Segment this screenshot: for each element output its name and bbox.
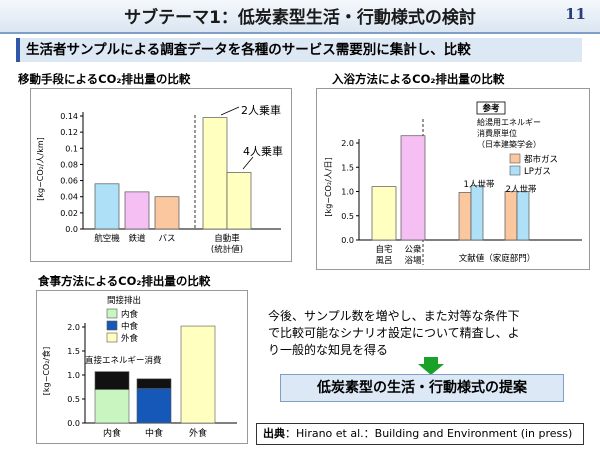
citation: 出典：Hirano et al.：Building and Environmen…: [256, 423, 584, 445]
x-tick-label: 自動車: [214, 233, 240, 244]
y-tick-label: 1.5: [67, 347, 80, 356]
annotation-line: [242, 156, 254, 170]
body-text-line: 今後、サンプル数を増やし、また対等な条件下: [268, 309, 520, 323]
bathing-chart-panel: 0.0 0.5 1.0 1.5 2.0 [kg−CO₂/人/日] 自宅 風呂 公衆 浴場 文献値（家…: [316, 88, 590, 270]
y-tick-label: 1.0: [67, 371, 80, 380]
y-axis-label: [kg−CO₂/人/日]: [324, 157, 333, 216]
down-arrow-icon: [418, 357, 444, 375]
title-bar: [0, 0, 600, 34]
y-tick-label: 0.1: [65, 144, 78, 153]
x-tick-label: 公衆: [404, 244, 422, 255]
x-tick-label: 自宅: [375, 244, 392, 255]
bar-1: [371, 186, 397, 241]
bathing-chart-title: 入浴方法によるCO₂排出量の比較: [332, 72, 505, 86]
transport-chart-panel: 0.0 0.02 0.04 0.06 0.08 0.1 0.12 0.14 [kg−CO₂/人/…: [30, 88, 292, 262]
legend-swatch: [106, 308, 118, 319]
reference-text: 給湯用エネルギー: [477, 117, 541, 127]
bar-4: [202, 117, 228, 230]
y-axis-label: [kg−CO₂/人/km]: [36, 137, 45, 201]
y-tick-label: 0.12: [60, 128, 78, 137]
legend-label: 外食: [121, 333, 139, 344]
y-tick-label: 1.0: [341, 188, 354, 197]
y-tick-label: 1.5: [341, 163, 354, 172]
legend-swatch: [509, 153, 521, 164]
bar-1: [94, 183, 120, 230]
proposal-box: 低炭素型の生活・行動様式の提案: [280, 374, 564, 402]
transport-chart: 0.0 0.02 0.04 0.06 0.08 0.1 0.12 0.14 [kg−CO₂/人/…: [36, 103, 283, 255]
bar-6: [516, 191, 530, 241]
y-tick-label: 0.5: [341, 212, 354, 221]
x-tick-label: 浴場: [404, 255, 422, 266]
y-tick-label: 0.0: [65, 225, 78, 234]
annotation-label: 2人乗車: [241, 103, 281, 117]
x-tick-label: 風呂: [375, 256, 392, 266]
slide-subtitle: 生活者サンプルによる調査データを各種のサービス需要別に集計し、比較: [16, 38, 582, 62]
bar-3: [458, 192, 472, 241]
legend-label: 都市ガス: [524, 154, 558, 165]
y-tick-label: 0.0: [341, 236, 354, 245]
x-tick-label: 中食: [145, 427, 163, 439]
transport-chart-title: 移動手段によるCO₂排出量の比較: [18, 72, 191, 86]
y-tick-label: 2.0: [341, 139, 354, 148]
x-tick-label: バス: [158, 234, 175, 244]
y-tick-label: 0.5: [67, 395, 80, 404]
bar-2: [400, 135, 426, 241]
body-text: 今後、サンプル数を増やし、また対等な条件下 で比較可能なシナリオ設定について精査…: [268, 308, 588, 359]
bar-5: [504, 191, 518, 241]
meal-chart-title: 食事方法によるCO₂排出量の比較: [38, 274, 211, 288]
reference-text: 消費原単位: [477, 128, 517, 138]
x-tick-label: 内食: [103, 427, 121, 439]
group-label: 2人世帯: [506, 184, 537, 195]
legend-swatch: [106, 320, 118, 331]
annotation-label: 直接エネルギー消費: [85, 355, 162, 366]
annotation-label: 4人乗車: [243, 144, 283, 158]
meal-chart: 0.00.51.01.52.0[kg−CO₂/食]内食 中食 外食間接排出内食中食外…: [41, 295, 237, 439]
x-tick-label: 鉄道: [128, 233, 146, 244]
y-tick-label: 2.0: [67, 323, 80, 332]
bar-3: [154, 196, 180, 230]
page-number: 11: [565, 5, 586, 23]
citation-label: 出典: [263, 427, 285, 440]
y-tick-label: 0.02: [60, 209, 78, 218]
y-tick-label: 0.06: [60, 177, 78, 186]
x-tick-label: (統計値): [211, 244, 243, 255]
body-text-line: り一般的な知見を得る: [268, 343, 389, 357]
y-tick-label: 0.08: [60, 160, 78, 169]
bar-中食-4: [136, 378, 172, 389]
legend-swatch: [509, 165, 521, 176]
x-tick-label: 航空機: [94, 233, 120, 244]
reference-text: （日本建築学会）: [477, 139, 541, 149]
bar-2: [124, 191, 150, 230]
group-label: 1人世帯: [464, 179, 495, 190]
slide-title: サブテーマ1：低炭素型生活・行動様式の検討: [124, 8, 476, 28]
bar-4: [470, 185, 484, 241]
legend-label: LPガス: [524, 166, 551, 177]
reference-badge: [476, 101, 506, 115]
legend-title: 間接排出: [107, 295, 141, 306]
legend-label: 内食: [121, 309, 139, 320]
bar-内食-1: [94, 389, 130, 424]
legend-label: 中食: [121, 321, 139, 332]
body-text-line: で比較可能なシナリオ設定について精査し、よ: [268, 326, 520, 340]
y-tick-label: 0.14: [60, 112, 78, 121]
bar-中食-2: [136, 388, 172, 424]
bar-外食-3: [180, 325, 216, 424]
y-tick-label: 0.0: [67, 419, 80, 428]
y-axis-label: [kg−CO₂/食]: [41, 347, 51, 395]
meal-chart-panel: 0.0 0.5 1.0 1.5 2.0 [kg−CO₂/食] 内食 中食 外食 間接排出 内食 中食外…: [36, 290, 248, 444]
bar-5: [226, 172, 252, 230]
citation-text: ：Hirano et al.：Building and Environment …: [285, 427, 573, 440]
reference-title: 参考: [482, 103, 500, 114]
bar-内食-4: [94, 371, 130, 390]
legend-swatch: [106, 332, 118, 343]
x-tick-label: 外食: [189, 427, 207, 439]
annotation-line: [220, 106, 240, 116]
y-tick-label: 0.04: [60, 193, 78, 202]
x-tick-label: 文献値（家庭部門）: [459, 253, 536, 264]
